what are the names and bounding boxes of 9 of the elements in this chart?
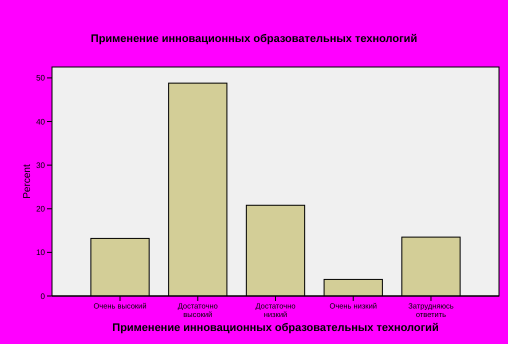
y-tick-label: 0 xyxy=(40,292,46,301)
y-tick-label: 10 xyxy=(36,248,46,258)
y-tick-label: 20 xyxy=(36,204,46,214)
chart-title: Применение инновационных образовательных технологий xyxy=(90,33,418,45)
x-axis-title: Применение инновационных образовательных технологий xyxy=(112,322,439,334)
y-tick-label: 50 xyxy=(36,74,46,83)
y-tick-label: 30 xyxy=(36,160,46,170)
y-tick-label: 40 xyxy=(36,117,46,126)
y-axis-title: Percent xyxy=(22,164,33,199)
